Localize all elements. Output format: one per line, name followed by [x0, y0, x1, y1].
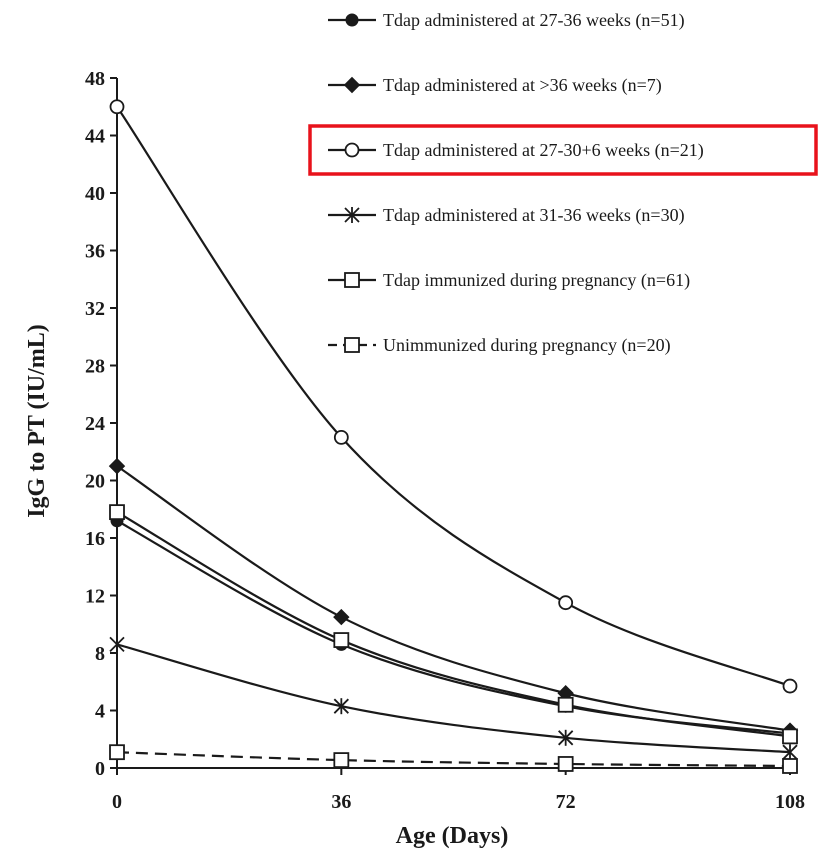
legend-item: Unimmunized during pregnancy (n=20) — [328, 335, 671, 356]
data-point — [557, 756, 574, 772]
data-point — [557, 696, 574, 713]
data-point — [782, 744, 798, 761]
y-tick-label: 12 — [85, 586, 105, 608]
marker-shape — [343, 76, 361, 94]
data-point — [333, 429, 349, 445]
legend-label: Unimmunized during pregnancy (n=20) — [383, 335, 671, 356]
series-line — [116, 643, 791, 754]
x-tick-label: 72 — [556, 791, 576, 813]
marker-shape — [109, 744, 125, 761]
marker-shape — [782, 678, 798, 694]
y-axis-title: IgG to PT (IU/mL) — [24, 324, 50, 518]
legend-label: Tdap administered at 31-36 weeks (n=30) — [383, 205, 685, 226]
y-tick-label: 44 — [85, 126, 105, 148]
marker-shape — [345, 13, 359, 27]
legend-label: Tdap administered at >36 weeks (n=7) — [383, 75, 662, 96]
legend: Tdap administered at 27-36 weeks (n=51) T… — [308, 10, 818, 356]
series-line — [116, 511, 791, 738]
data-point — [109, 504, 125, 521]
x-tick-label: 36 — [331, 791, 351, 813]
marker-shape — [333, 608, 350, 626]
series-line — [116, 465, 791, 732]
legend-item: Tdap immunized during pregnancy (n=61) — [328, 270, 690, 291]
y-tick-label: 32 — [85, 298, 105, 320]
marker-shape — [558, 595, 574, 611]
data-point — [782, 758, 798, 774]
legend-item: Tdap administered at 27-30+6 weeks (n=21… — [308, 124, 818, 176]
marker-shape — [782, 728, 798, 745]
legend-item: Tdap administered at 27-36 weeks (n=51) — [328, 10, 685, 31]
highlight-box — [308, 124, 818, 176]
y-tick-label: 40 — [85, 183, 105, 205]
marker-shape — [109, 504, 125, 521]
marker-shape — [557, 696, 574, 713]
x-tick-label: 108 — [775, 791, 805, 813]
legend-marker — [344, 207, 360, 223]
legend-marker — [345, 13, 359, 27]
series-line — [116, 751, 791, 768]
marker-shape — [333, 752, 350, 768]
data-point — [333, 698, 349, 715]
legend-marker — [344, 272, 360, 288]
data-point — [333, 632, 350, 648]
legend-label: Tdap immunized during pregnancy (n=61) — [383, 270, 690, 291]
data-point — [782, 728, 798, 745]
marker-shape — [782, 758, 798, 774]
marker-shape — [344, 142, 360, 158]
legend-item: Tdap administered at 31-36 weeks (n=30) — [328, 205, 685, 226]
y-tick-label: 16 — [85, 528, 105, 550]
marker-shape — [109, 99, 125, 115]
y-tick-label: 36 — [85, 241, 105, 263]
legend-marker — [344, 142, 360, 158]
data-point — [333, 608, 350, 626]
y-tick-label: 4 — [95, 701, 105, 723]
y-tick-label: 28 — [85, 356, 105, 378]
y-tick-label: 24 — [85, 413, 105, 435]
legend-label: Tdap administered at 27-30+6 weeks (n=21… — [383, 140, 704, 161]
marker-shape — [108, 457, 126, 475]
x-tick-label: 0 — [112, 791, 122, 813]
y-tick-label: 48 — [85, 68, 105, 90]
marker-shape — [557, 756, 574, 772]
legend-marker — [344, 337, 360, 353]
data-point — [782, 678, 798, 694]
y-tick-label: 0 — [95, 758, 105, 780]
y-tick-label: 8 — [95, 643, 105, 665]
series-line — [116, 106, 791, 688]
data-point — [333, 752, 350, 768]
data-point — [109, 99, 125, 115]
series-line — [116, 519, 791, 735]
x-axis-title: Age (Days) — [396, 823, 509, 849]
legend-marker — [343, 76, 361, 94]
data-point — [109, 636, 125, 653]
data-point — [109, 744, 125, 761]
legend-label: Tdap administered at 27-36 weeks (n=51) — [383, 10, 685, 31]
marker-shape — [333, 429, 349, 445]
marker-shape — [344, 337, 360, 353]
marker-shape — [333, 632, 350, 648]
data-point — [558, 595, 574, 611]
legend-item: Tdap administered at >36 weeks (n=7) — [328, 75, 662, 96]
marker-shape — [344, 272, 360, 288]
data-point — [558, 729, 574, 746]
data-point — [108, 457, 126, 475]
y-tick-label: 20 — [85, 471, 105, 493]
